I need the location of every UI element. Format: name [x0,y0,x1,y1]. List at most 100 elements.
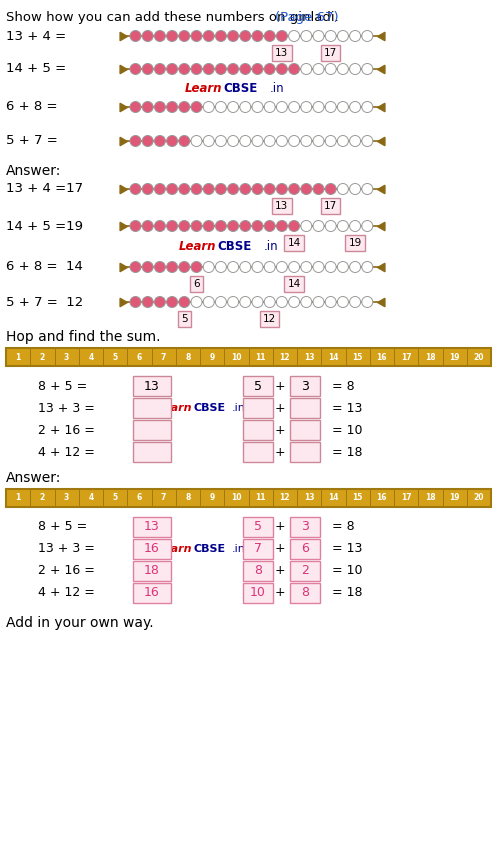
Bar [79,348,103,366]
FancyBboxPatch shape [290,517,320,537]
Text: 16: 16 [144,587,160,599]
Text: 13: 13 [144,380,160,392]
Circle shape [130,136,141,147]
Circle shape [252,101,263,112]
Text: 6: 6 [193,279,200,289]
Text: = 10: = 10 [332,565,362,577]
Circle shape [313,183,324,194]
Text: 6: 6 [137,353,142,361]
Text: 8 + 5 =: 8 + 5 = [38,521,87,533]
Text: +: + [275,587,285,599]
Circle shape [155,183,166,194]
Text: Show how you can add these numbers on ginladi.: Show how you can add these numbers on gi… [6,11,339,24]
FancyBboxPatch shape [6,348,491,366]
Circle shape [276,30,287,41]
Circle shape [337,183,348,194]
FancyBboxPatch shape [290,539,320,559]
FancyBboxPatch shape [243,561,273,581]
Circle shape [325,262,336,273]
Circle shape [166,262,177,273]
Circle shape [349,63,361,74]
Circle shape [276,136,287,147]
FancyBboxPatch shape [133,561,171,581]
Circle shape [337,63,348,74]
Circle shape [337,296,348,307]
Text: 13: 13 [144,521,160,533]
FancyBboxPatch shape [243,420,273,440]
Circle shape [301,220,312,231]
Circle shape [228,296,239,307]
Text: 17: 17 [401,353,412,361]
Bar [297,489,321,507]
Circle shape [191,136,202,147]
Circle shape [289,63,300,74]
Circle shape [179,63,190,74]
FancyBboxPatch shape [243,376,273,396]
Text: Hop and find the sum.: Hop and find the sum. [6,330,161,344]
Text: 17: 17 [324,48,337,58]
Circle shape [362,136,373,147]
Text: 5: 5 [254,521,262,533]
Text: +: + [275,424,285,436]
Text: 11: 11 [255,494,266,502]
Text: 19: 19 [449,353,460,361]
Circle shape [166,183,177,194]
Circle shape [289,183,300,194]
Text: Add in your own way.: Add in your own way. [6,616,154,630]
Bar [442,489,467,507]
Circle shape [179,136,190,147]
Text: 19: 19 [348,238,362,248]
Circle shape [166,296,177,307]
Circle shape [362,183,373,194]
Circle shape [240,136,251,147]
Text: 15: 15 [352,353,363,361]
Circle shape [325,63,336,74]
Text: 16: 16 [377,494,387,502]
Circle shape [349,296,361,307]
Circle shape [313,63,324,74]
Text: 7: 7 [161,353,166,361]
Circle shape [179,101,190,112]
Text: 10: 10 [231,353,242,361]
Circle shape [228,63,239,74]
Circle shape [349,262,361,273]
Bar [79,489,103,507]
Bar [152,348,176,366]
Circle shape [142,262,153,273]
Text: 4 + 12 =: 4 + 12 = [38,587,95,599]
Text: 14: 14 [328,353,338,361]
FancyBboxPatch shape [6,489,491,507]
Text: 14: 14 [287,238,301,248]
Circle shape [166,63,177,74]
Circle shape [130,101,141,112]
Text: +: + [275,521,285,533]
Text: 7: 7 [254,543,262,555]
Circle shape [325,136,336,147]
Circle shape [130,220,141,231]
Bar [321,489,345,507]
Circle shape [142,101,153,112]
FancyBboxPatch shape [290,442,320,462]
Circle shape [203,101,214,112]
Text: +: + [275,446,285,458]
Text: 7: 7 [161,494,166,502]
Text: .in: .in [264,241,279,253]
Text: +: + [275,402,285,414]
Circle shape [179,30,190,41]
Circle shape [276,63,287,74]
Circle shape [155,30,166,41]
Circle shape [215,136,227,147]
Text: 8: 8 [254,565,262,577]
Circle shape [276,296,287,307]
Text: 12: 12 [280,494,290,502]
Text: 2: 2 [40,494,45,502]
Circle shape [252,63,263,74]
Circle shape [240,220,251,231]
Circle shape [313,220,324,231]
Circle shape [203,296,214,307]
Text: 5 + 7 =  12: 5 + 7 = 12 [6,295,83,309]
Bar [248,348,273,366]
Text: 5 + 7 =: 5 + 7 = [6,134,58,148]
Text: 13: 13 [275,48,289,58]
Circle shape [215,101,227,112]
